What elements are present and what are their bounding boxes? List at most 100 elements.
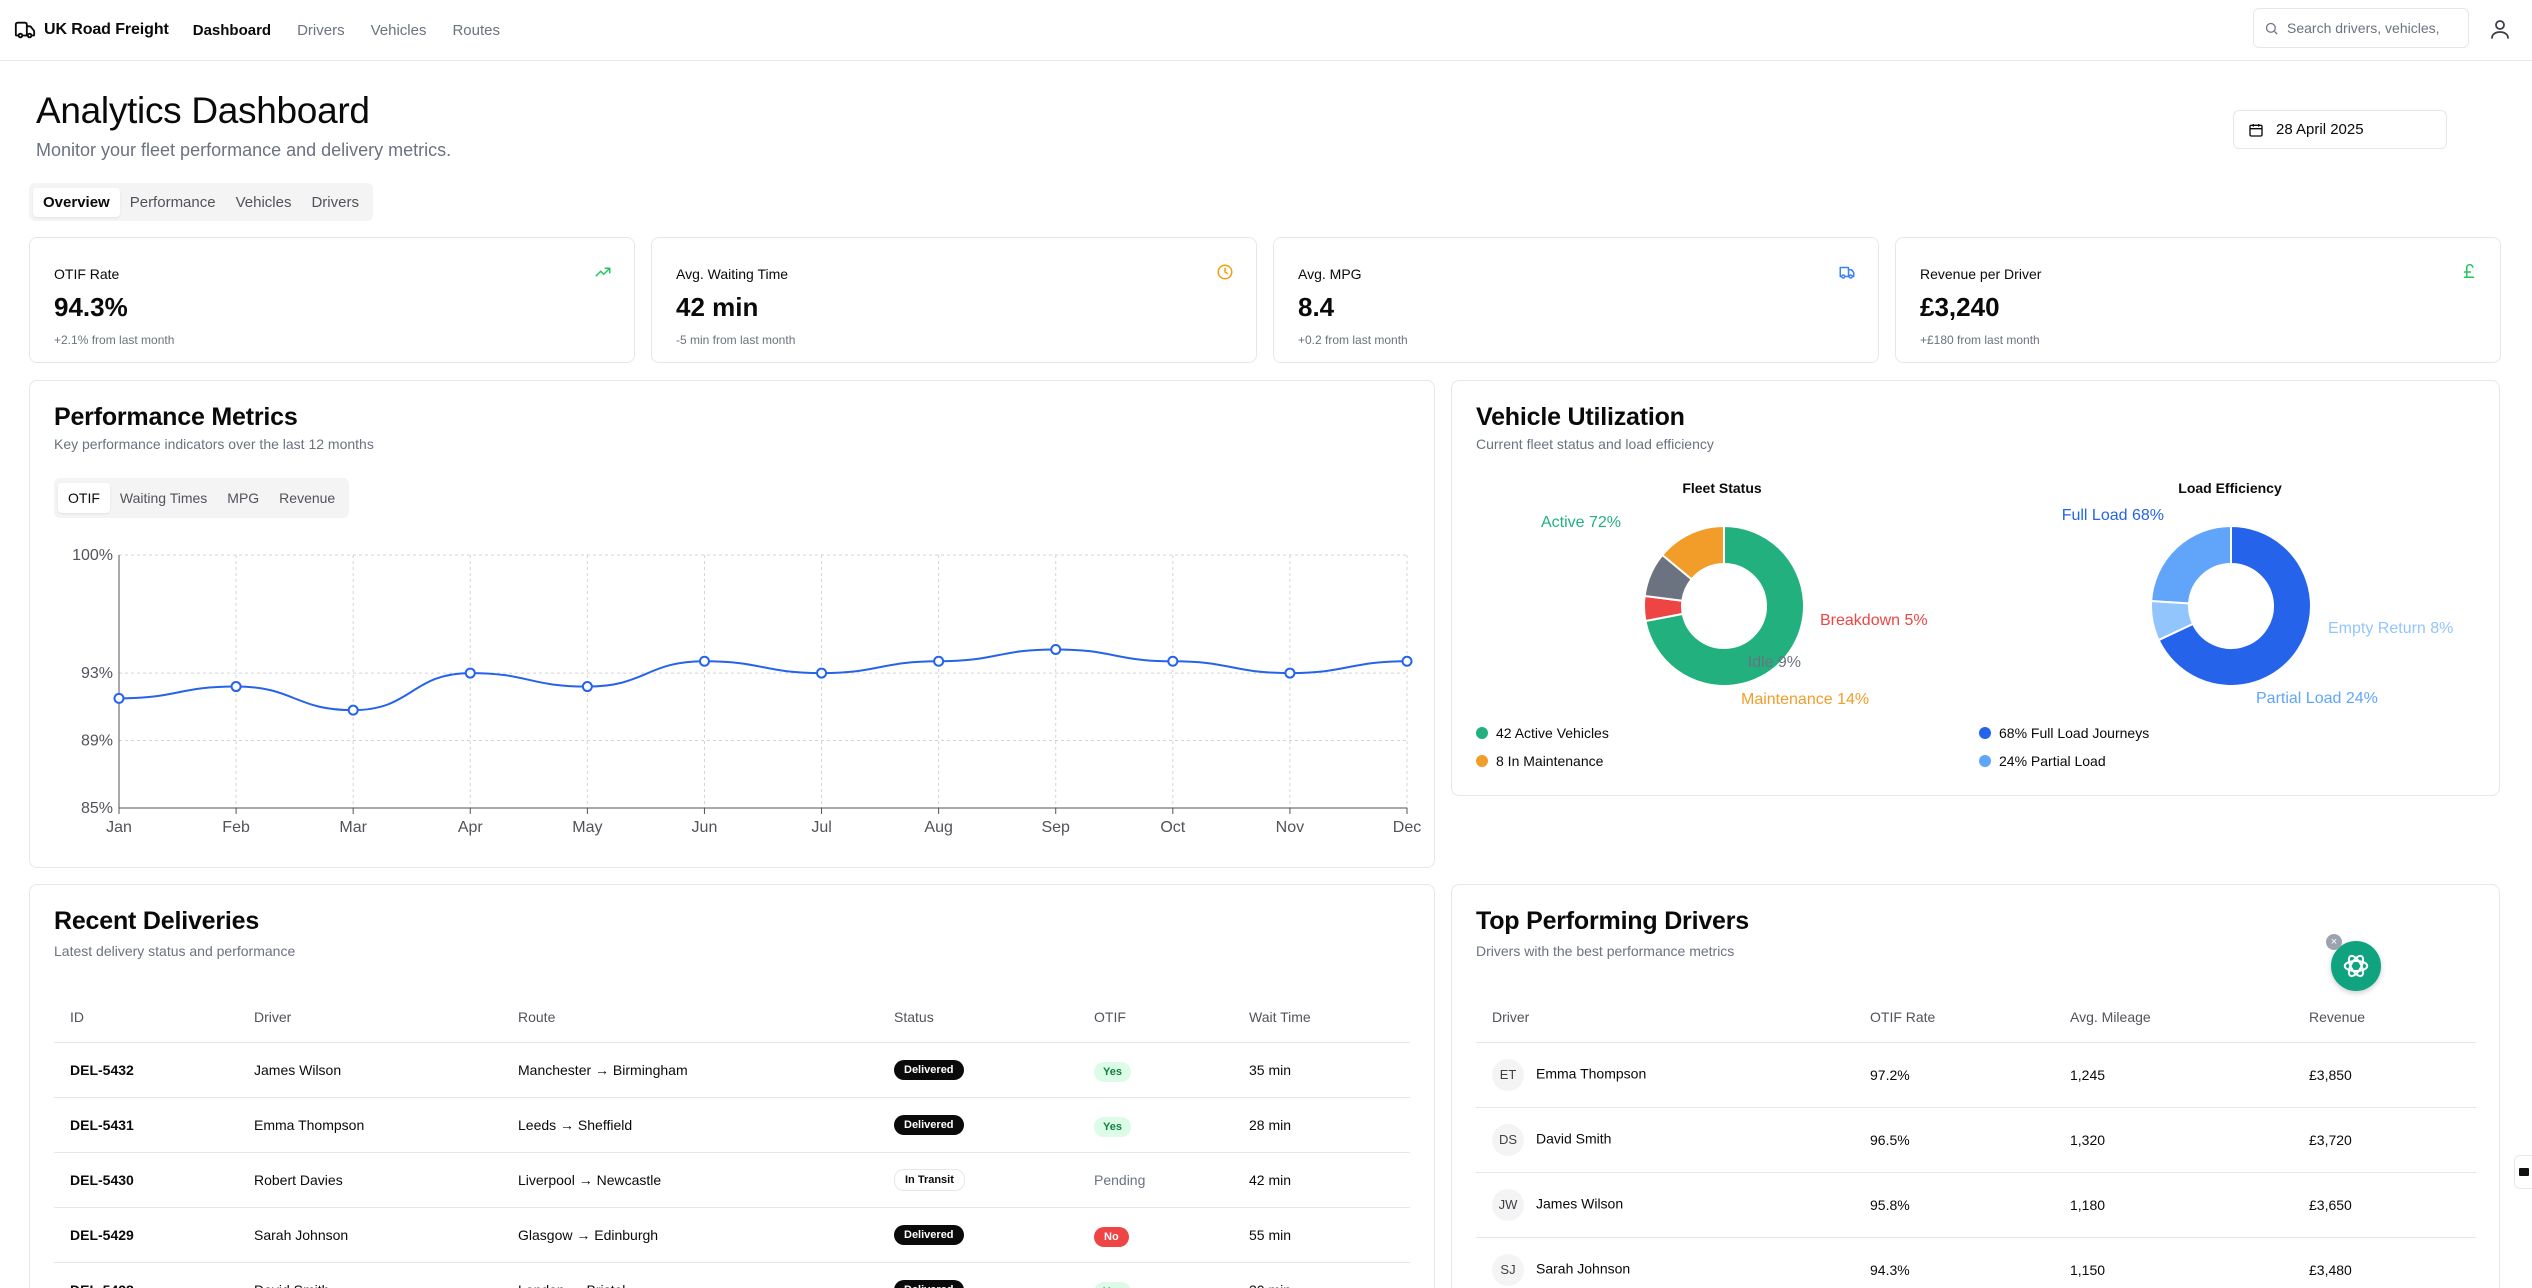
nav-links: Dashboard Drivers Vehicles Routes [193, 22, 526, 39]
kpi-change: -5 min from last month [676, 333, 796, 347]
data-point-oct[interactable] [1167, 655, 1179, 667]
x-tick-label: May [572, 819, 602, 836]
tab-otif[interactable]: OTIF [58, 483, 110, 513]
route: Glasgow → Edinburgh [502, 1207, 878, 1263]
truck-icon [1839, 266, 1855, 279]
data-point-nov[interactable] [1284, 667, 1296, 679]
legend-dot [1476, 755, 1488, 767]
wait-time: 35 min [1233, 1042, 1410, 1098]
table-row[interactable]: DEL-5432 James Wilson Manchester → Birming… [54, 1042, 1410, 1098]
data-point-mar[interactable] [347, 704, 359, 716]
delivery-id: DEL-5431 [54, 1097, 238, 1153]
table-row[interactable]: ET Emma Thompson 97.2% 1,245 £3,850 [1476, 1042, 2476, 1108]
drivers-table: Driver OTIF Rate Avg. Mileage Revenue ET… [1476, 992, 2476, 1288]
y-tick-label: 100% [72, 547, 113, 564]
search-box[interactable] [2253, 8, 2469, 48]
otif-badge: Pending [1094, 1171, 1146, 1188]
tab-revenue[interactable]: Revenue [279, 490, 336, 506]
revenue: £3,650 [2293, 1172, 2476, 1238]
otif-cell: No [1078, 1207, 1233, 1263]
x-tick-label: Nov [1276, 819, 1304, 836]
wait-time: 42 min [1233, 1152, 1410, 1208]
route: Manchester → Birmingham [502, 1042, 878, 1098]
deliveries-panel: Recent Deliveries Latest delivery status… [29, 884, 1435, 1288]
x-tick-label: Sep [1041, 819, 1070, 836]
kpi-card-revenue: Revenue per Driver £3,240 +£180 from las… [1895, 237, 2501, 363]
panel-title: Recent Deliveries [54, 907, 260, 935]
status-cell: In Transit [878, 1152, 1078, 1208]
kpi-value: £3,240 [1920, 292, 2000, 322]
nav-link-drivers[interactable]: Drivers [297, 21, 345, 39]
slice-label: Full Load 68% [2062, 507, 2164, 524]
kpi-title: Avg. MPG [1298, 266, 1362, 282]
nav-link-routes[interactable]: Routes [452, 21, 500, 39]
data-point-dec[interactable] [1401, 655, 1413, 667]
avatar: ET [1492, 1058, 1524, 1091]
truck-icon [14, 21, 36, 39]
data-point-sep[interactable] [1050, 643, 1062, 655]
table-row[interactable]: SJ Sarah Johnson 94.3% 1,150 £3,480 [1476, 1237, 2476, 1288]
kpi-card-mpg: Avg. MPG 8.4 +0.2 from last month [1273, 237, 1879, 363]
brand-name: UK Road Freight [44, 21, 169, 38]
table-header-row: Driver OTIF Rate Avg. Mileage Revenue [1476, 992, 2476, 1043]
legend-label: 42 Active Vehicles [1496, 725, 1609, 741]
table-row[interactable]: JW James Wilson 95.8% 1,180 £3,650 [1476, 1172, 2476, 1238]
status-badge: Delivered [894, 1224, 964, 1245]
slice-label: Empty Return 8% [2328, 620, 2453, 637]
table-row[interactable]: DEL-5430 Robert Davies Liverpool → Newcast… [54, 1152, 1410, 1208]
assistant-icon [2343, 954, 2369, 978]
table-row[interactable]: DEL-5429 Sarah Johnson Glasgow → Edinburgh… [54, 1207, 1410, 1263]
table-row[interactable]: DS David Smith 96.5% 1,320 £3,720 [1476, 1107, 2476, 1173]
brand[interactable]: UK Road Freight [14, 19, 169, 41]
avatar: JW [1492, 1188, 1524, 1221]
slice-maintenance[interactable] [1660, 524, 1725, 581]
kpi-card-otif: OTIF Rate 94.3% +2.1% from last month [29, 237, 635, 363]
tab-mpg[interactable]: MPG [227, 490, 260, 506]
avg-mileage: 1,320 [2054, 1107, 2293, 1173]
nav-link-dashboard[interactable]: Dashboard [192, 21, 272, 39]
data-point-jul[interactable] [816, 667, 828, 679]
legend-full-load: 68% Full Load Journeys [1979, 725, 2149, 741]
slice-label: Partial Load 24% [2256, 690, 2378, 707]
delivery-id: DEL-5432 [54, 1042, 238, 1098]
tab-vehicles[interactable]: Vehicles [235, 193, 292, 211]
date-picker-button[interactable]: 28 April 2025 [2233, 110, 2447, 149]
x-tick-label: Jul [811, 819, 831, 836]
otif-rate: 95.8% [1854, 1172, 2054, 1238]
data-point-jun[interactable] [698, 655, 710, 667]
table-row[interactable]: DEL-5431 Emma Thompson Leeds → Sheffield De… [54, 1097, 1410, 1153]
x-tick-label: Dec [1393, 819, 1421, 836]
assistant-button[interactable] [2331, 941, 2381, 991]
legend-label: 8 In Maintenance [1496, 753, 1604, 769]
data-point-apr[interactable] [464, 667, 476, 679]
slice-active[interactable] [1644, 524, 1805, 687]
tab-waiting-times[interactable]: Waiting Times [119, 490, 208, 506]
data-point-feb[interactable] [230, 681, 242, 693]
close-icon[interactable]: × [2326, 934, 2342, 950]
table-row[interactable]: DEL-5428David SmithLondon → Bristol Deliv… [54, 1262, 1410, 1288]
user-icon[interactable] [2488, 17, 2512, 41]
avatar: SJ [1492, 1253, 1524, 1286]
side-panel-toggle[interactable] [2514, 1155, 2532, 1189]
tab-drivers[interactable]: Drivers [311, 193, 359, 211]
driver-cell: DS David Smith [1476, 1107, 1854, 1173]
tab-overview[interactable]: Overview [33, 187, 120, 217]
kpi-title: OTIF Rate [54, 266, 120, 282]
data-point-aug[interactable] [933, 655, 945, 667]
data-point-jan[interactable] [113, 692, 125, 704]
avg-mileage: 1,150 [2054, 1237, 2293, 1288]
tab-performance[interactable]: Performance [129, 193, 216, 211]
otif-badge: Yes [1094, 1281, 1131, 1288]
legend-label: 24% Partial Load [1999, 753, 2106, 769]
nav-link-vehicles[interactable]: Vehicles [370, 21, 427, 39]
driver-cell: ET Emma Thompson [1476, 1042, 1854, 1108]
column-header: OTIF [1078, 992, 1233, 1043]
x-tick-label: Aug [924, 819, 952, 836]
slice-partial[interactable] [2150, 524, 2232, 605]
search-input[interactable] [2287, 20, 2467, 36]
slice-full[interactable] [2157, 524, 2312, 687]
column-header: Driver [238, 992, 502, 1043]
x-tick-label: Mar [339, 819, 367, 836]
data-point-may[interactable] [581, 681, 593, 693]
avg-mileage: 1,245 [2054, 1042, 2293, 1108]
